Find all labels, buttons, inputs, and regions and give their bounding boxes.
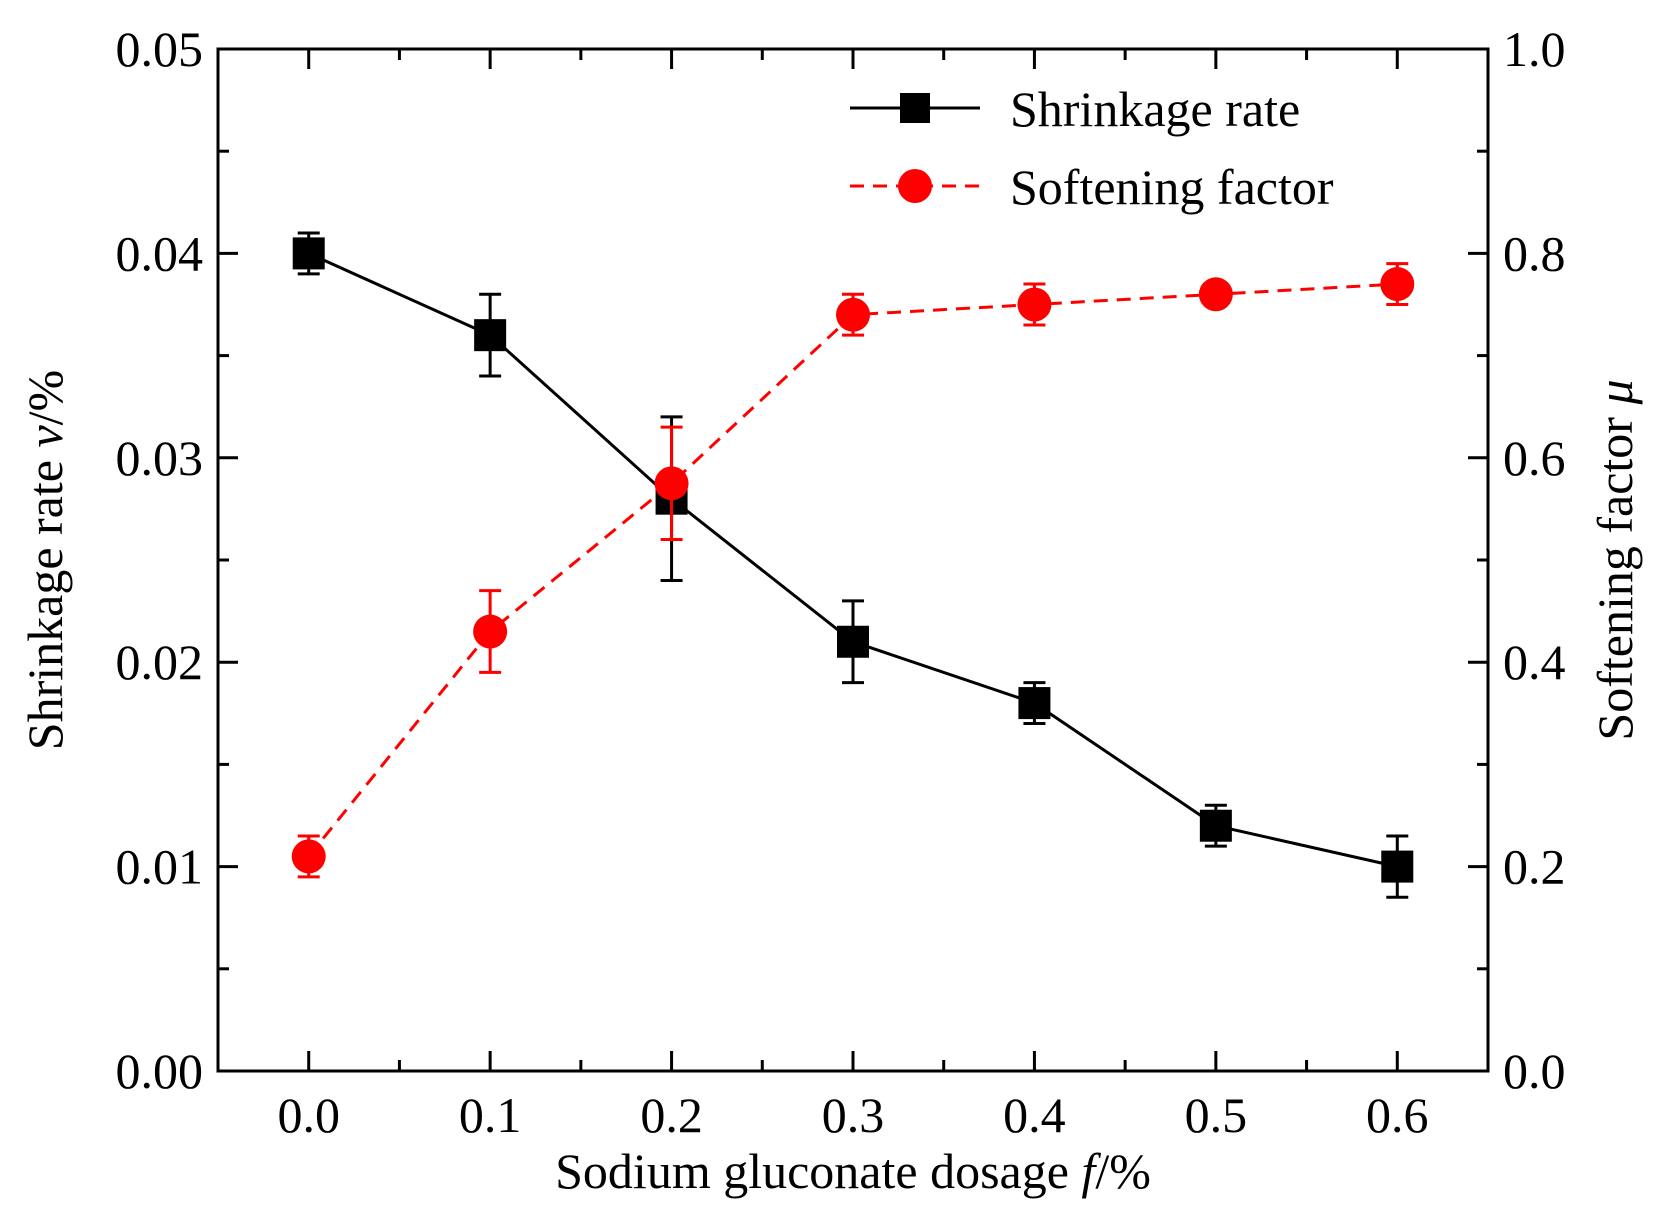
- y-right-axis-title-var: μ: [1587, 379, 1643, 405]
- legend-label-softening: Softening factor: [1010, 159, 1334, 215]
- x-tick-label: 0.5: [1185, 1087, 1248, 1143]
- data-point-square: [1199, 809, 1232, 842]
- data-point-circle: [1380, 267, 1415, 302]
- legend-marker-square: [900, 93, 930, 123]
- x-axis-title-unit: /%: [1095, 1143, 1151, 1199]
- legend-marker-circle: [898, 169, 932, 203]
- legend: Shrinkage rate Softening factor: [850, 81, 1334, 215]
- y-right-tick-label: 0.0: [1503, 1043, 1566, 1099]
- x-tick-label: 0.4: [1003, 1087, 1066, 1143]
- data-point-circle: [836, 297, 870, 332]
- y-left-axis-title-main: Shrinkage rate: [17, 448, 73, 751]
- y-right-tick-label: 0.6: [1503, 430, 1566, 486]
- y-left-tick-label: 0.02: [116, 634, 204, 690]
- data-point-circle: [1017, 287, 1052, 322]
- series-shrinkage-rate: [292, 231, 1414, 899]
- x-tick-label: 0.0: [277, 1087, 340, 1143]
- x-tick-label: 0.6: [1366, 1087, 1429, 1143]
- y-right-tick-label: 0.2: [1503, 839, 1566, 895]
- series-layer: [291, 231, 1415, 899]
- data-point-circle: [291, 839, 326, 874]
- y-left-axis-title-var: v: [17, 425, 73, 448]
- y-left-tick-label: 0.00: [116, 1043, 204, 1099]
- x-axis-title-main: Sodium gluconate dosage: [555, 1143, 1081, 1199]
- y-left-tick-label: 0.04: [116, 225, 204, 281]
- tick-labels: 0.0 0.1 0.2 0.3 0.4 0.5 0.6 0.00 0.01 0.02 0.03 0.0…: [116, 21, 1566, 1143]
- data-point-square: [1018, 687, 1051, 720]
- legend-label-shrinkage: Shrinkage rate: [1010, 81, 1300, 137]
- data-point-square: [292, 237, 325, 270]
- y-right-tick-label: 1.0: [1503, 21, 1566, 77]
- data-point-circle: [1198, 277, 1233, 312]
- y-left-tick-label: 0.01: [116, 839, 204, 895]
- data-point-square: [474, 319, 507, 352]
- x-tick-label: 0.2: [640, 1087, 703, 1143]
- x-tick-label: 0.3: [822, 1087, 885, 1143]
- y-right-axis-title: Softening factor μ: [1587, 379, 1643, 740]
- y-left-tick-label: 0.05: [116, 21, 204, 77]
- data-point-circle: [473, 614, 508, 649]
- plot-frame: [216, 47, 1490, 1073]
- data-point-square: [837, 625, 869, 658]
- series-softening-factor: [291, 262, 1415, 879]
- y-right-tick-label: 0.4: [1503, 634, 1566, 690]
- x-tick-label: 0.1: [459, 1087, 522, 1143]
- data-point-circle: [654, 466, 689, 501]
- data-point-square: [1381, 850, 1414, 883]
- y-left-axis-title: Shrinkage rate v/%: [17, 370, 73, 750]
- y-left-tick-label: 0.03: [116, 430, 204, 486]
- y-right-axis-title-main: Softening factor: [1587, 405, 1643, 741]
- y-left-axis-title-unit: /%: [17, 370, 73, 426]
- x-axis-title: Sodium gluconate dosage f/%: [555, 1143, 1151, 1199]
- y-right-tick-label: 0.8: [1503, 225, 1566, 281]
- series-line: [307, 282, 1398, 858]
- series-line: [308, 252, 1398, 869]
